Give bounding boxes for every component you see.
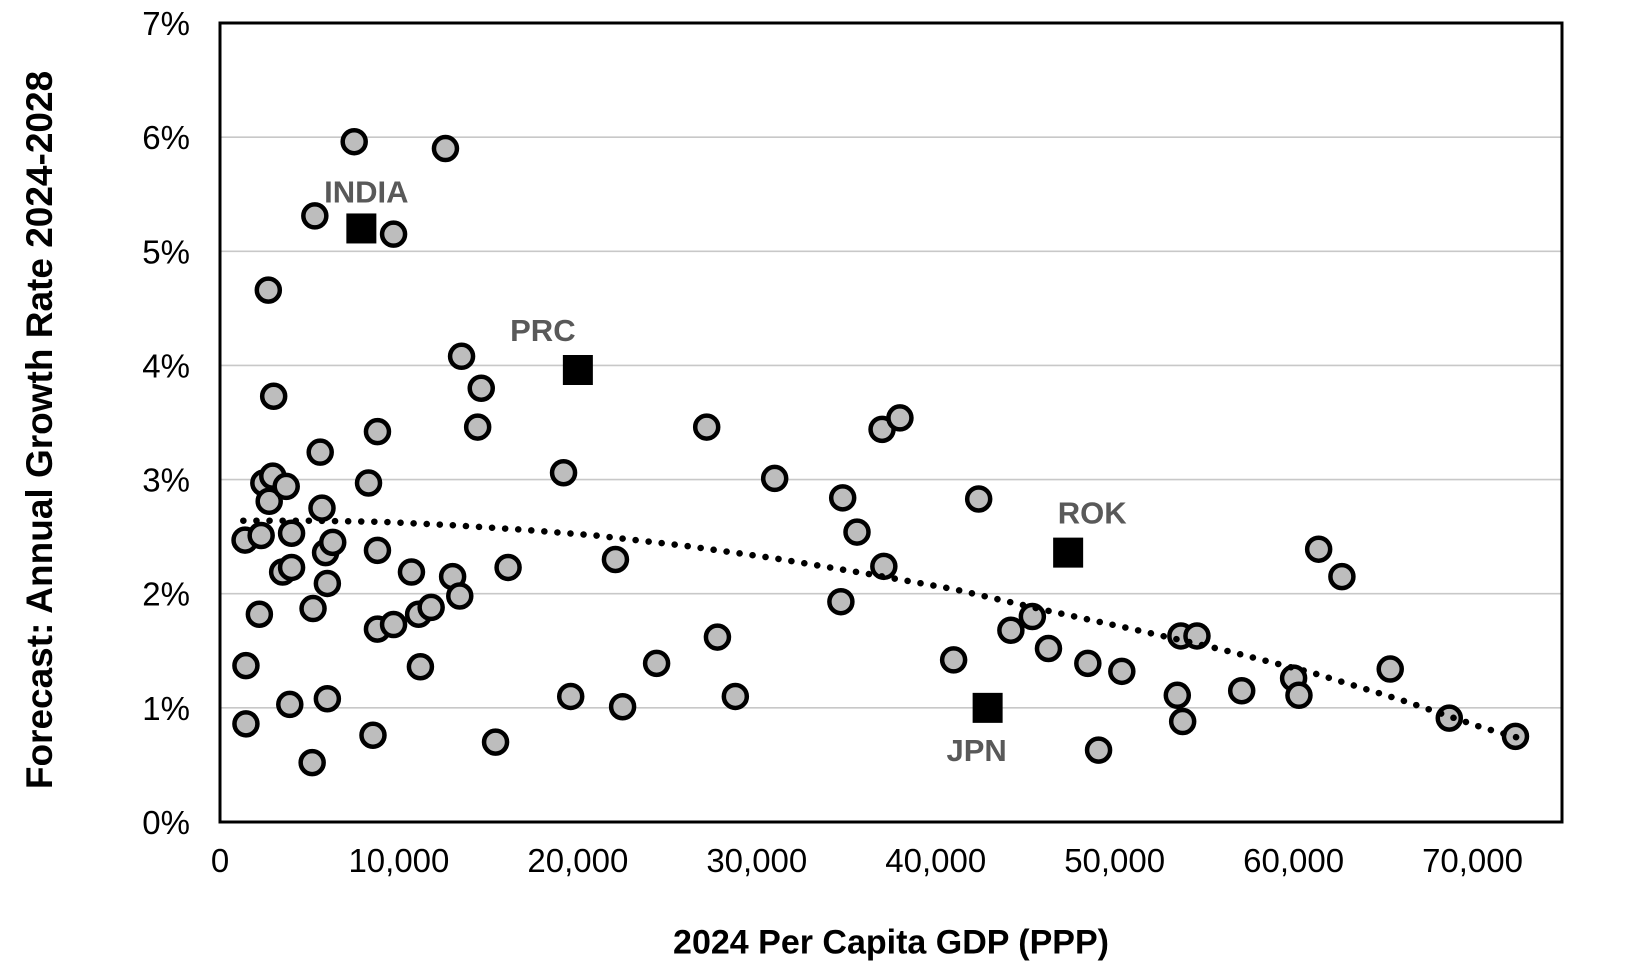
- country-label: JPN: [946, 733, 1006, 768]
- data-point-circle: [313, 684, 342, 713]
- data-point-circle: [703, 623, 732, 651]
- x-tick-label: 40,000: [885, 842, 986, 879]
- data-point-circle: [431, 134, 460, 163]
- data-point-circle: [363, 417, 392, 446]
- data-point-circle: [298, 748, 326, 777]
- data-point-circle: [397, 558, 426, 586]
- data-point-circle: [446, 582, 474, 610]
- data-point-circle: [721, 682, 750, 711]
- y-tick-label: 5%: [142, 233, 190, 270]
- data-point-circle: [1163, 681, 1192, 710]
- data-point-circle: [276, 690, 304, 719]
- y-axis-title: Forecast: Annual Growth Rate 2024-2028: [19, 70, 60, 790]
- data-point-circle: [313, 569, 342, 598]
- country-label: PRC: [510, 313, 575, 348]
- data-point-circle: [232, 710, 260, 738]
- data-point-circle: [277, 519, 306, 547]
- y-tick-label: 7%: [142, 5, 190, 42]
- data-point-circle: [1435, 704, 1464, 732]
- data-point-circle: [306, 438, 334, 466]
- data-point-circle: [417, 593, 445, 622]
- data-point-circle: [939, 646, 968, 674]
- data-point-circle: [997, 616, 1025, 644]
- y-tick-label: 2%: [142, 576, 190, 613]
- x-tick-label: 10,000: [348, 842, 449, 879]
- x-tick-label: 70,000: [1422, 842, 1523, 879]
- highlight-point-square: [1053, 537, 1084, 568]
- y-tick-label: 3%: [142, 462, 190, 499]
- data-point-circle: [354, 469, 383, 497]
- plot-border: [218, 21, 1564, 824]
- data-point-circle: [1227, 676, 1256, 705]
- data-point-circle: [379, 220, 408, 248]
- highlight-point-square: [972, 692, 1003, 723]
- x-axis-title: 2024 Per Capita GDP (PPP): [673, 923, 1109, 962]
- data-point-circle: [340, 127, 368, 156]
- data-point-circle: [1018, 602, 1047, 631]
- data-point-circle: [827, 587, 855, 616]
- data-point-circle: [232, 651, 260, 680]
- data-point-circle: [1304, 535, 1333, 563]
- x-tick-label: 60,000: [1243, 842, 1344, 879]
- trendline: [240, 517, 1521, 741]
- data-point-circle: [277, 553, 306, 582]
- data-point-circle: [308, 494, 336, 522]
- data-point-circle: [447, 342, 476, 371]
- data-point-circle: [843, 518, 871, 546]
- x-tick-label: 0: [211, 842, 229, 879]
- y-tick-label: 6%: [142, 119, 190, 156]
- data-point-circle: [301, 202, 329, 230]
- data-point-circle: [359, 721, 387, 750]
- data-point-circle: [254, 276, 283, 304]
- data-point-circle: [247, 521, 275, 550]
- x-tick-label: 20,000: [527, 842, 628, 879]
- data-point-circle: [379, 610, 408, 639]
- data-point-circle: [760, 464, 789, 493]
- country-label: ROK: [1058, 496, 1128, 531]
- data-point-circle: [601, 545, 630, 574]
- data-point-circle: [272, 472, 300, 501]
- data-point-circle: [494, 553, 522, 582]
- data-point-circle: [245, 600, 274, 629]
- x-tick-label: 30,000: [706, 842, 807, 879]
- data-point-circle: [692, 413, 721, 441]
- country-label: INDIA: [324, 174, 408, 209]
- data-point-circle: [1328, 562, 1356, 591]
- data-point-circle: [886, 404, 914, 432]
- data-point-circle: [964, 485, 993, 513]
- data-point-circle: [828, 484, 857, 512]
- data-point-circle: [1285, 681, 1313, 710]
- data-point-circle: [1108, 657, 1136, 686]
- data-point-circle: [549, 458, 578, 487]
- x-tick-label: 50,000: [1064, 842, 1165, 879]
- highlight-point-square: [346, 213, 377, 244]
- data-point-circle: [363, 536, 392, 565]
- data-point-circle: [556, 682, 585, 711]
- data-point-circle: [318, 528, 347, 557]
- data-point-circle: [481, 728, 510, 756]
- y-tick-label: 4%: [142, 347, 190, 384]
- data-point-circle: [299, 594, 327, 623]
- highlight-point-square: [562, 354, 593, 385]
- data-point-circle: [1034, 634, 1063, 663]
- data-point-circle: [255, 487, 283, 516]
- data-point-circle: [1376, 655, 1404, 683]
- data-point-circle: [642, 649, 671, 678]
- data-point-circle: [259, 382, 288, 410]
- data-point-circle: [1074, 649, 1102, 678]
- data-point-circle: [1168, 707, 1197, 736]
- y-tick-label: 0%: [142, 804, 190, 841]
- y-tick-label: 1%: [142, 690, 190, 727]
- data-point-circle: [467, 374, 495, 403]
- data-point-circle: [1084, 736, 1113, 764]
- data-point-circle: [463, 413, 492, 441]
- data-point-circle: [406, 653, 435, 681]
- data-point-circle: [608, 692, 637, 721]
